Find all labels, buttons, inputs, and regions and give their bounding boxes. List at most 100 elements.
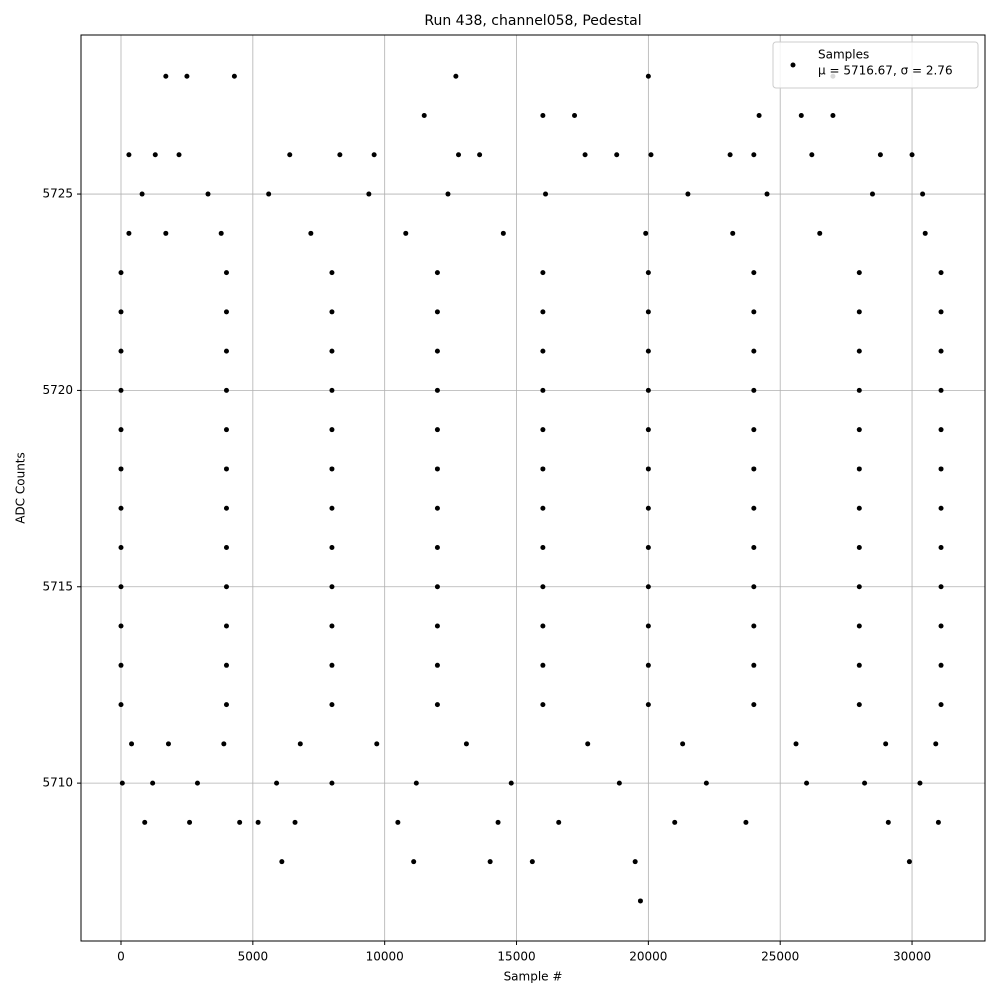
- point: [118, 505, 124, 511]
- point: [645, 348, 651, 354]
- point: [184, 73, 190, 79]
- point: [582, 152, 588, 158]
- point: [793, 741, 799, 747]
- point: [920, 191, 926, 197]
- point: [118, 544, 124, 550]
- point: [883, 741, 889, 747]
- point: [308, 230, 314, 236]
- point: [434, 309, 440, 315]
- point: [540, 270, 546, 276]
- point: [329, 466, 335, 472]
- point: [434, 623, 440, 629]
- point: [142, 819, 148, 825]
- point: [221, 741, 227, 747]
- point: [395, 819, 401, 825]
- y-axis-label: ADC Counts: [14, 452, 28, 524]
- point: [329, 584, 335, 590]
- point: [637, 898, 643, 904]
- point: [938, 505, 944, 511]
- point: [645, 702, 651, 708]
- point: [751, 702, 757, 708]
- point: [540, 466, 546, 472]
- point: [938, 544, 944, 550]
- point: [830, 113, 836, 119]
- point: [231, 73, 237, 79]
- point: [727, 152, 733, 158]
- point: [223, 270, 229, 276]
- point: [495, 819, 501, 825]
- point: [764, 191, 770, 197]
- point: [856, 702, 862, 708]
- point: [329, 544, 335, 550]
- point: [556, 819, 562, 825]
- point: [223, 427, 229, 433]
- point: [413, 780, 419, 786]
- point: [118, 309, 124, 315]
- point: [411, 859, 417, 865]
- point: [938, 662, 944, 668]
- point: [421, 113, 427, 119]
- point: [632, 859, 638, 865]
- point: [938, 270, 944, 276]
- point: [237, 819, 243, 825]
- point: [487, 859, 493, 865]
- point: [751, 662, 757, 668]
- legend-stats: μ = 5716.67, σ = 2.76: [818, 64, 953, 78]
- point: [329, 387, 335, 393]
- point: [645, 505, 651, 511]
- point: [756, 113, 762, 119]
- point: [703, 780, 709, 786]
- point: [616, 780, 622, 786]
- point: [856, 348, 862, 354]
- point: [809, 152, 815, 158]
- point: [751, 427, 757, 433]
- point: [434, 544, 440, 550]
- point: [165, 741, 171, 747]
- point: [645, 427, 651, 433]
- point: [163, 73, 169, 79]
- x-axis-label: Sample #: [504, 970, 563, 984]
- point: [909, 152, 915, 158]
- point: [540, 544, 546, 550]
- point: [645, 584, 651, 590]
- point: [938, 584, 944, 590]
- point: [751, 623, 757, 629]
- point: [371, 152, 377, 158]
- point: [540, 584, 546, 590]
- point: [223, 505, 229, 511]
- x-tick-label: 30000: [893, 950, 931, 964]
- point: [817, 230, 823, 236]
- point: [118, 348, 124, 354]
- point: [869, 191, 875, 197]
- point: [187, 819, 193, 825]
- point: [218, 230, 224, 236]
- point: [118, 427, 124, 433]
- point: [572, 113, 578, 119]
- point: [540, 348, 546, 354]
- point: [366, 191, 372, 197]
- point: [287, 152, 293, 158]
- point: [938, 702, 944, 708]
- point: [223, 584, 229, 590]
- point: [751, 348, 757, 354]
- legend-label: Samples: [818, 48, 869, 62]
- point: [540, 702, 546, 708]
- point: [434, 584, 440, 590]
- point: [279, 859, 285, 865]
- point: [672, 819, 678, 825]
- point: [118, 584, 124, 590]
- point: [434, 662, 440, 668]
- point: [445, 191, 451, 197]
- point: [648, 152, 654, 158]
- point: [529, 859, 535, 865]
- point: [434, 348, 440, 354]
- point: [329, 505, 335, 511]
- point: [118, 466, 124, 472]
- point: [540, 662, 546, 668]
- point: [856, 270, 862, 276]
- point: [645, 270, 651, 276]
- point: [163, 230, 169, 236]
- point: [751, 309, 757, 315]
- point: [540, 505, 546, 511]
- point: [266, 191, 272, 197]
